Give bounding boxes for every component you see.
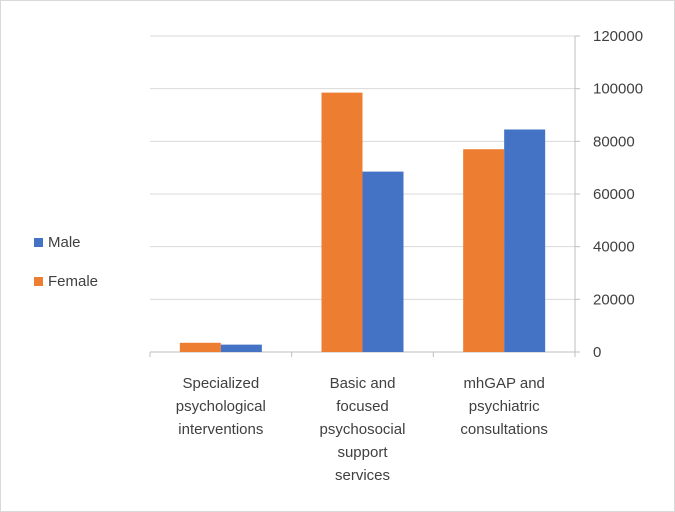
category-label-line: psychosocial xyxy=(320,421,406,438)
category-label: Basic and focused psychosocial support servi… xyxy=(320,375,406,484)
bar-female-1 xyxy=(179,342,221,352)
category-label-line: interventions xyxy=(178,421,263,438)
legend-item-female: Female xyxy=(34,271,98,291)
bar-male-1 xyxy=(220,344,262,352)
category-label-line: focused xyxy=(336,398,389,415)
y-tick-label: 0 xyxy=(593,344,601,361)
y-tick-label: 80000 xyxy=(593,133,635,150)
y-tick-label: 60000 xyxy=(593,186,635,203)
y-tick-label: 120000 xyxy=(593,28,643,45)
bar-male-3 xyxy=(504,129,546,352)
category-label-line: psychiatric xyxy=(469,398,540,415)
legend-swatch-female xyxy=(34,276,43,286)
legend-label-male: Male xyxy=(48,233,81,251)
category-label: Specialized psychological interventions xyxy=(176,375,266,438)
category-label-line: Specialized xyxy=(182,375,259,392)
category-label-line: Basic and xyxy=(330,375,396,392)
bar-female-3 xyxy=(463,149,505,352)
y-tick-label: 20000 xyxy=(593,291,635,308)
category-label-line: support xyxy=(337,444,388,461)
legend-item-male: Male xyxy=(34,232,98,252)
category-label-line: psychological xyxy=(176,398,266,415)
bar-female-2 xyxy=(321,92,363,352)
bar-male-2 xyxy=(362,171,404,352)
legend: Male Female xyxy=(34,232,98,310)
legend-label-female: Female xyxy=(48,272,99,290)
y-tick-label: 100000 xyxy=(593,81,643,98)
category-label-line: mhGAP and xyxy=(463,375,544,392)
category-label: mhGAP and psychiatric consultations xyxy=(460,375,548,438)
y-tick-label: 40000 xyxy=(593,239,635,256)
legend-swatch-male xyxy=(34,237,43,247)
category-label-line: services xyxy=(335,467,390,484)
category-label-line: consultations xyxy=(460,421,548,438)
